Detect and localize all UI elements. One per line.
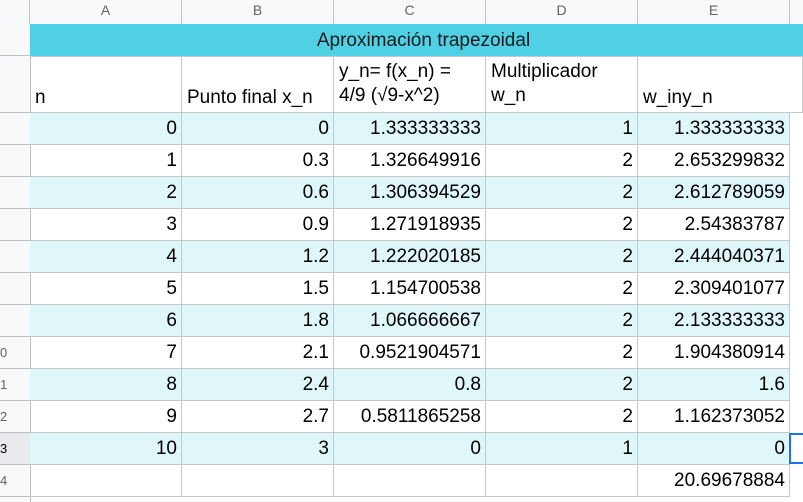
empty-cell[interactable] xyxy=(486,465,638,497)
table-cell-y[interactable]: 1.333333333 xyxy=(334,113,486,145)
table-cell-w[interactable]: 2 xyxy=(486,209,638,241)
table-cell-wy[interactable]: 2.133333333 xyxy=(638,305,790,337)
table-cell-x[interactable]: 2.1 xyxy=(182,337,334,369)
empty-cell[interactable] xyxy=(334,465,486,497)
header-y-line1: y_n= f(x_n) = xyxy=(339,61,451,82)
header-cell-wy[interactable]: w_iny_n xyxy=(638,56,803,113)
row-header-13[interactable]: 3 xyxy=(0,433,30,465)
header-cell-w[interactable]: Multiplicador w_n xyxy=(486,56,638,113)
table-cell-y[interactable]: 0.9521904571 xyxy=(334,337,486,369)
header-cell-n[interactable]: n xyxy=(30,56,182,113)
table-cell-n[interactable]: 0 xyxy=(30,113,182,145)
header-cell-x[interactable]: Punto final x_n xyxy=(182,56,334,113)
table-cell-w[interactable]: 2 xyxy=(486,145,638,177)
table-cell-y[interactable]: 0.5811865258 xyxy=(334,401,486,433)
row-header[interactable] xyxy=(0,241,30,273)
row-header[interactable] xyxy=(0,177,30,209)
column-header-a[interactable]: A xyxy=(30,0,182,24)
table-cell-w[interactable]: 2 xyxy=(486,401,638,433)
row-header[interactable] xyxy=(0,209,30,241)
row-header[interactable] xyxy=(0,145,30,177)
table-cell-w[interactable]: 2 xyxy=(486,177,638,209)
table-cell-wy[interactable]: 2.653299832 xyxy=(638,145,790,177)
row-header[interactable] xyxy=(0,56,30,113)
table-cell-n[interactable]: 2 xyxy=(30,177,182,209)
table-cell-w[interactable]: 2 xyxy=(486,305,638,337)
table-cell-wy[interactable]: 0 xyxy=(638,433,790,465)
table-cell-y[interactable]: 1.222020185 xyxy=(334,241,486,273)
column-header-b[interactable]: B xyxy=(182,0,334,24)
table-cell-wy[interactable]: 1.162373052 xyxy=(638,401,790,433)
table-cell-n[interactable]: 5 xyxy=(30,273,182,305)
column-header-c[interactable]: C xyxy=(334,0,486,24)
table-cell-x[interactable]: 1.5 xyxy=(182,273,334,305)
table-cell-x[interactable]: 2.4 xyxy=(182,369,334,401)
table-cell-y[interactable]: 1.066666667 xyxy=(334,305,486,337)
header-x-label: Punto final x_n xyxy=(187,87,313,108)
row-header[interactable] xyxy=(0,305,30,337)
header-wy-label: w_iny_n xyxy=(643,87,713,108)
column-header-bar: A B C D E xyxy=(0,0,803,25)
table-cell-w[interactable]: 2 xyxy=(486,273,638,305)
row-header[interactable] xyxy=(0,273,30,305)
table-cell-n[interactable]: 3 xyxy=(30,209,182,241)
table-cell-y[interactable]: 1.271918935 xyxy=(334,209,486,241)
empty-cell[interactable] xyxy=(30,465,182,497)
row-header-11[interactable]: 1 xyxy=(0,369,30,401)
select-all-corner[interactable] xyxy=(0,0,30,24)
table-cell-y[interactable]: 0 xyxy=(334,433,486,465)
header-y-line2: 4/9 (√9-x^2) xyxy=(339,85,440,106)
table-cell-y[interactable]: 1.154700538 xyxy=(334,273,486,305)
table-cell-wy[interactable]: 1.333333333 xyxy=(638,113,790,145)
table-cell-n[interactable]: 9 xyxy=(30,401,182,433)
table-cell-wy[interactable]: 2.54383787 xyxy=(638,209,790,241)
table-cell-n[interactable]: 4 xyxy=(30,241,182,273)
active-cell-selection xyxy=(789,433,803,464)
row-header[interactable] xyxy=(0,24,30,56)
header-n-label: n xyxy=(35,87,46,108)
table-cell-n[interactable]: 6 xyxy=(30,305,182,337)
table-cell-w[interactable]: 2 xyxy=(486,241,638,273)
table-cell-wy[interactable]: 1.6 xyxy=(638,369,790,401)
row-header-12[interactable]: 2 xyxy=(0,401,30,433)
table-cell-n[interactable]: 8 xyxy=(30,369,182,401)
column-header-e[interactable]: E xyxy=(638,0,790,24)
table-cell-n[interactable]: 7 xyxy=(30,337,182,369)
total-cell[interactable]: 20.69678884 xyxy=(638,465,790,497)
table-cell-n[interactable]: 10 xyxy=(30,433,182,465)
table-cell-y[interactable]: 1.326649916 xyxy=(334,145,486,177)
table-cell-wy[interactable]: 1.904380914 xyxy=(638,337,790,369)
table-cell-x[interactable]: 3 xyxy=(182,433,334,465)
header-w-line2: w_n xyxy=(491,85,526,106)
column-header-d[interactable]: D xyxy=(486,0,638,24)
table-cell-x[interactable]: 0.6 xyxy=(182,177,334,209)
table-cell-x[interactable]: 2.7 xyxy=(182,401,334,433)
table-cell-w[interactable]: 2 xyxy=(486,369,638,401)
table-cell-wy[interactable]: 2.444040371 xyxy=(638,241,790,273)
table-cell-x[interactable]: 0.9 xyxy=(182,209,334,241)
table-cell-x[interactable]: 0 xyxy=(182,113,334,145)
row-header[interactable] xyxy=(0,113,30,145)
table-cell-x[interactable]: 1.2 xyxy=(182,241,334,273)
table-cell-x[interactable]: 0.3 xyxy=(182,145,334,177)
header-w-line1: Multiplicador xyxy=(491,61,598,82)
table-cell-w[interactable]: 1 xyxy=(486,113,638,145)
table-cell-wy[interactable]: 2.612789059 xyxy=(638,177,790,209)
table-cell-y[interactable]: 1.306394529 xyxy=(334,177,486,209)
table-title-cell[interactable]: Aproximación trapezoidal xyxy=(30,24,803,57)
empty-cell[interactable] xyxy=(182,465,334,497)
table-cell-w[interactable]: 2 xyxy=(486,337,638,369)
table-cell-n[interactable]: 1 xyxy=(30,145,182,177)
row-header-bar: 0 1 2 3 4 xyxy=(0,24,31,502)
table-cell-y[interactable]: 0.8 xyxy=(334,369,486,401)
table-cell-x[interactable]: 1.8 xyxy=(182,305,334,337)
table-cell-w[interactable]: 1 xyxy=(486,433,638,465)
header-cell-y[interactable]: y_n= f(x_n) = 4/9 (√9-x^2) xyxy=(334,56,486,113)
table-cell-wy[interactable]: 2.309401077 xyxy=(638,273,790,305)
row-header-10[interactable]: 0 xyxy=(0,337,30,369)
row-header-14[interactable]: 4 xyxy=(0,465,30,497)
